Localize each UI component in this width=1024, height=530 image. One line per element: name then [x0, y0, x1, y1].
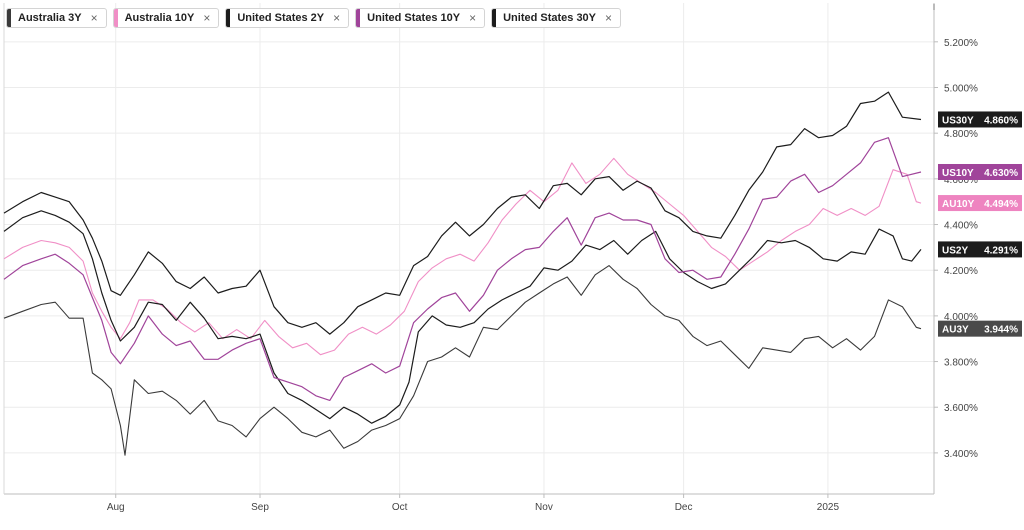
- last-value-tag-bg: [938, 111, 1022, 128]
- y-tick-label: 4.200%: [944, 266, 978, 277]
- last-value-tag-name: US30Y: [942, 115, 974, 126]
- last-value-tag-value: 4.494%: [984, 199, 1018, 210]
- legend-label: United States 10Y: [367, 12, 461, 24]
- legend-swatch: [7, 9, 11, 27]
- series-line-us2y: [3, 210, 922, 424]
- series-line-au3y: [3, 265, 922, 456]
- legend-chip-united-states-30y[interactable]: United States 30Y ×: [491, 8, 622, 28]
- last-value-tag-bg: [938, 241, 1022, 258]
- series-line-us10y: [3, 137, 922, 401]
- last-value-tag-name: US2Y: [942, 245, 968, 256]
- last-value-tag-value: 4.630%: [984, 168, 1018, 179]
- legend-swatch: [492, 9, 497, 27]
- last-value-tag-us2y: US2Y 4.291%: [938, 241, 1022, 258]
- legend-swatch: [356, 9, 361, 27]
- x-tick-label: 2025: [817, 502, 840, 513]
- legend-chip-australia-10y[interactable]: Australia 10Y ×: [112, 8, 220, 28]
- last-value-tag-value: 3.944%: [984, 325, 1018, 336]
- close-icon[interactable]: ×: [90, 11, 98, 25]
- legend-label: Australia 3Y: [18, 12, 82, 24]
- y-tick-label: 5.000%: [944, 83, 978, 94]
- last-value-tag-name: US10Y: [942, 168, 974, 179]
- close-icon[interactable]: ×: [605, 11, 613, 25]
- y-tick-label: 3.600%: [944, 403, 978, 414]
- last-value-tag-name: AU10Y: [942, 199, 975, 210]
- last-value-tag-us30y: US30Y 4.860%: [938, 111, 1022, 128]
- last-value-tag-us10y: US10Y 4.630%: [938, 163, 1022, 180]
- y-tick-label: 4.800%: [944, 129, 978, 140]
- last-value-tag-name: AU3Y: [942, 325, 969, 336]
- legend-label: Australia 10Y: [124, 12, 195, 24]
- x-tick-label: Dec: [675, 502, 693, 513]
- y-tick-label: 3.800%: [944, 358, 978, 369]
- legend: Australia 3Y × Australia 10Y × United St…: [6, 8, 622, 28]
- last-value-tag-bg: [938, 320, 1022, 337]
- series-line-us30y: [3, 91, 922, 335]
- y-tick-label: 4.600%: [944, 175, 978, 186]
- last-value-tag-au10y: AU10Y 4.494%: [938, 195, 1022, 212]
- legend-chip-australia-3y[interactable]: Australia 3Y ×: [6, 8, 107, 28]
- x-tick-label: Oct: [392, 502, 408, 513]
- series-line-au10y: [3, 157, 922, 356]
- legend-chip-united-states-10y[interactable]: United States 10Y ×: [355, 8, 486, 28]
- y-tick-label: 4.000%: [944, 312, 978, 323]
- legend-label: United States 30Y: [503, 12, 597, 24]
- close-icon[interactable]: ×: [333, 11, 341, 25]
- y-tick-label: 5.200%: [944, 38, 978, 49]
- last-value-tag-value: 4.291%: [984, 245, 1018, 256]
- x-tick-label: Aug: [107, 502, 125, 513]
- y-tick-label: 3.400%: [944, 449, 978, 460]
- x-tick-label: Nov: [535, 502, 553, 513]
- legend-chip-united-states-2y[interactable]: United States 2Y ×: [225, 8, 350, 28]
- legend-swatch: [113, 9, 118, 27]
- legend-label: United States 2Y: [237, 12, 325, 24]
- last-value-tag-au3y: AU3Y 3.944%: [938, 320, 1022, 337]
- last-value-tag-bg: [938, 195, 1022, 212]
- last-value-tag-value: 4.860%: [984, 115, 1018, 126]
- y-tick-label: 4.400%: [944, 221, 978, 232]
- close-icon[interactable]: ×: [203, 11, 211, 25]
- legend-swatch: [226, 9, 231, 27]
- close-icon[interactable]: ×: [469, 11, 477, 25]
- x-tick-label: Sep: [251, 502, 269, 513]
- last-value-tag-bg: [938, 163, 1022, 180]
